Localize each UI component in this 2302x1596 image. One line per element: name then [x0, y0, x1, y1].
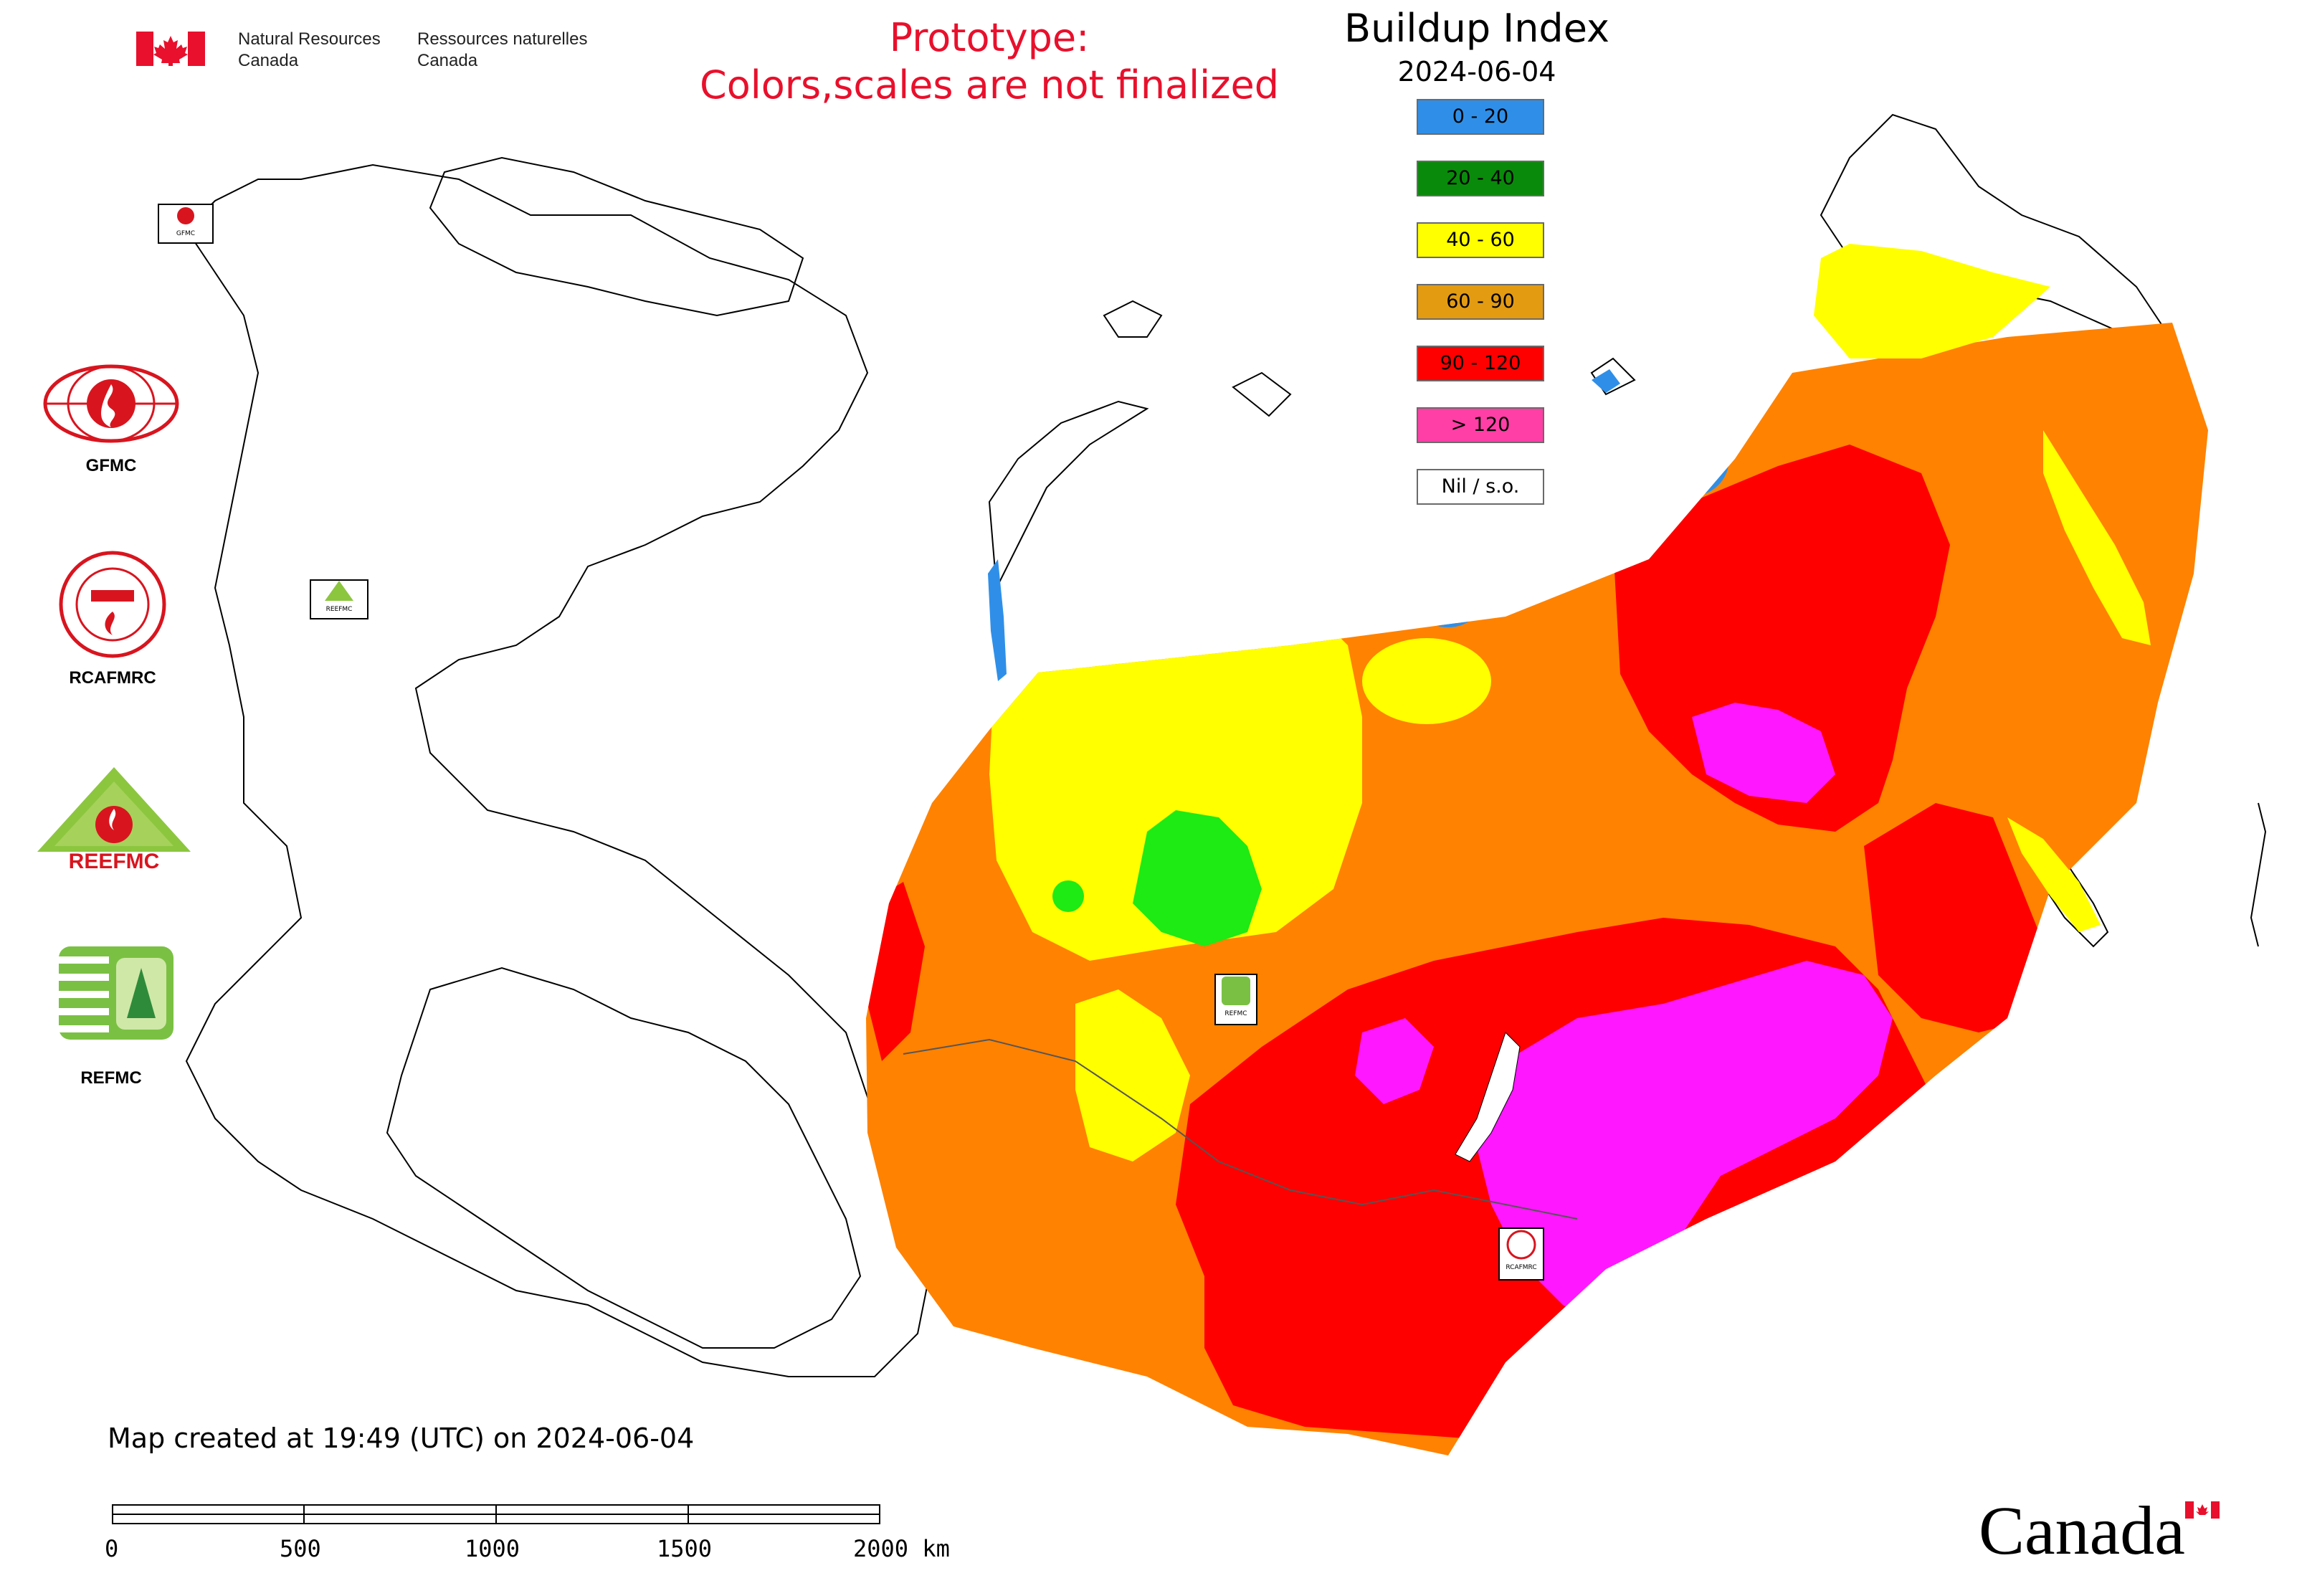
novaya-zemlya-outline	[988, 400, 1149, 591]
scale-label-1000: 1000	[465, 1535, 520, 1562]
gfmc-logo-icon	[43, 364, 179, 443]
scale-label-1500: 1500	[657, 1535, 713, 1562]
legend-label: 0 - 20	[1452, 105, 1509, 128]
scale-bar	[112, 1504, 880, 1524]
prototype-notice: Prototype: Colors,scales are not finaliz…	[631, 14, 1348, 109]
red-far-east	[1864, 803, 2050, 1032]
legend-item-90-120: 90 - 120	[1417, 346, 1544, 381]
magenta-yakutia	[1692, 703, 1835, 803]
scale-label-500: 500	[280, 1535, 321, 1562]
yellow-kamchatka	[2043, 430, 2151, 645]
gov-name-english-line2: Canada	[238, 51, 299, 70]
legend-item-over-120: > 120	[1417, 407, 1544, 443]
yellow-taimyr-patch	[1362, 638, 1491, 724]
rcafmrc-logo-icon	[59, 551, 166, 658]
europe-outline	[185, 163, 933, 1377]
reefmc-label: REEFMC	[68, 850, 160, 873]
blue-severnaya-patch	[1592, 369, 1620, 393]
gov-name-french-line1: Ressources naturelles	[417, 29, 588, 49]
country-outlines	[185, 113, 2267, 1377]
legend-label: > 120	[1450, 414, 1511, 436]
prototype-line1: Prototype:	[889, 15, 1090, 60]
green-small-patch	[1052, 880, 1084, 912]
canada-wordmark: Canada	[1979, 1492, 2185, 1569]
reefmc-logo-icon	[37, 767, 191, 873]
kola-peninsula-outline	[429, 156, 804, 317]
refmc-mini-icon	[1222, 977, 1250, 1005]
reefmc-station-label: REEFMC	[325, 606, 353, 613]
wordmark-flag-icon	[2185, 1501, 2220, 1519]
green-siberia-patch	[1133, 810, 1262, 946]
legend-label: 60 - 90	[1446, 290, 1515, 313]
rcafmrc-station-marker: RCAFMRC	[1498, 1227, 1544, 1281]
refmc-station-marker: REFMC	[1214, 974, 1257, 1025]
legend-item-40-60: 40 - 60	[1417, 222, 1544, 258]
blue-circle-taimyr	[1409, 548, 1488, 627]
refmc-label: REFMC	[80, 1068, 142, 1088]
legend-item-0-20: 0 - 20	[1417, 99, 1544, 135]
yellow-chukotka	[1814, 244, 2050, 358]
legend-label: 40 - 60	[1446, 229, 1515, 251]
national-border	[903, 1038, 1578, 1220]
prototype-line2: Colors,scales are not finalized	[700, 62, 1279, 108]
legend-title: Buildup Index	[1344, 6, 1609, 51]
legend-item-20-40: 20 - 40	[1417, 161, 1544, 196]
central-asia-outline	[386, 966, 862, 1349]
gfmc-station-label: GFMC	[176, 230, 196, 237]
gov-name-french-line2: Canada	[417, 51, 478, 70]
legend-item-nil: Nil / s.o.	[1417, 469, 1544, 505]
blue-circle-lena	[1655, 422, 1729, 496]
magenta-west-baikal	[1355, 1018, 1434, 1104]
reefmc-station-marker: REEFMC	[310, 579, 368, 619]
gfmc-label: GFMC	[85, 456, 137, 475]
rcafmrc-mini-icon	[1506, 1230, 1536, 1260]
gfmc-mini-icon	[177, 207, 194, 224]
reefmc-mini-icon	[325, 581, 353, 601]
gov-name-french: Ressources naturelles Canada	[417, 29, 587, 72]
gov-name-english: Natural Resources Canada	[238, 29, 381, 72]
rcafmrc-label: RCAFMRC	[69, 668, 156, 688]
scale-label-2000: 2000 km	[853, 1535, 950, 1562]
rcafmrc-station-label: RCAFMRC	[1506, 1264, 1537, 1271]
map-created-note: Map created at 19:49 (UTC) on 2024-06-04	[108, 1422, 695, 1454]
yellow-sakhalin	[2007, 817, 2101, 932]
blue-novaya-zemlya-strip	[988, 559, 1007, 681]
gov-name-english-line1: Natural Resources	[238, 29, 381, 49]
kuril-islands-outline	[2250, 802, 2267, 947]
legend-date: 2024-06-04	[1397, 56, 1556, 87]
legend-item-60-90: 60 - 90	[1417, 284, 1544, 320]
legend-label: 20 - 40	[1446, 167, 1515, 189]
canada-flag-icon	[136, 32, 205, 66]
arctic-islands-outline	[1103, 300, 1636, 417]
refmc-station-label: REFMC	[1224, 1010, 1247, 1017]
magenta-transbaikal	[1477, 961, 1893, 1334]
lake-baikal	[1455, 1032, 1521, 1162]
refmc-logo-icon	[59, 946, 173, 1040]
legend-label: Nil / s.o.	[1441, 475, 1520, 498]
legend-label: 90 - 120	[1440, 352, 1521, 374]
scale-label-0: 0	[105, 1535, 119, 1562]
gfmc-station-marker: GFMC	[158, 204, 214, 244]
